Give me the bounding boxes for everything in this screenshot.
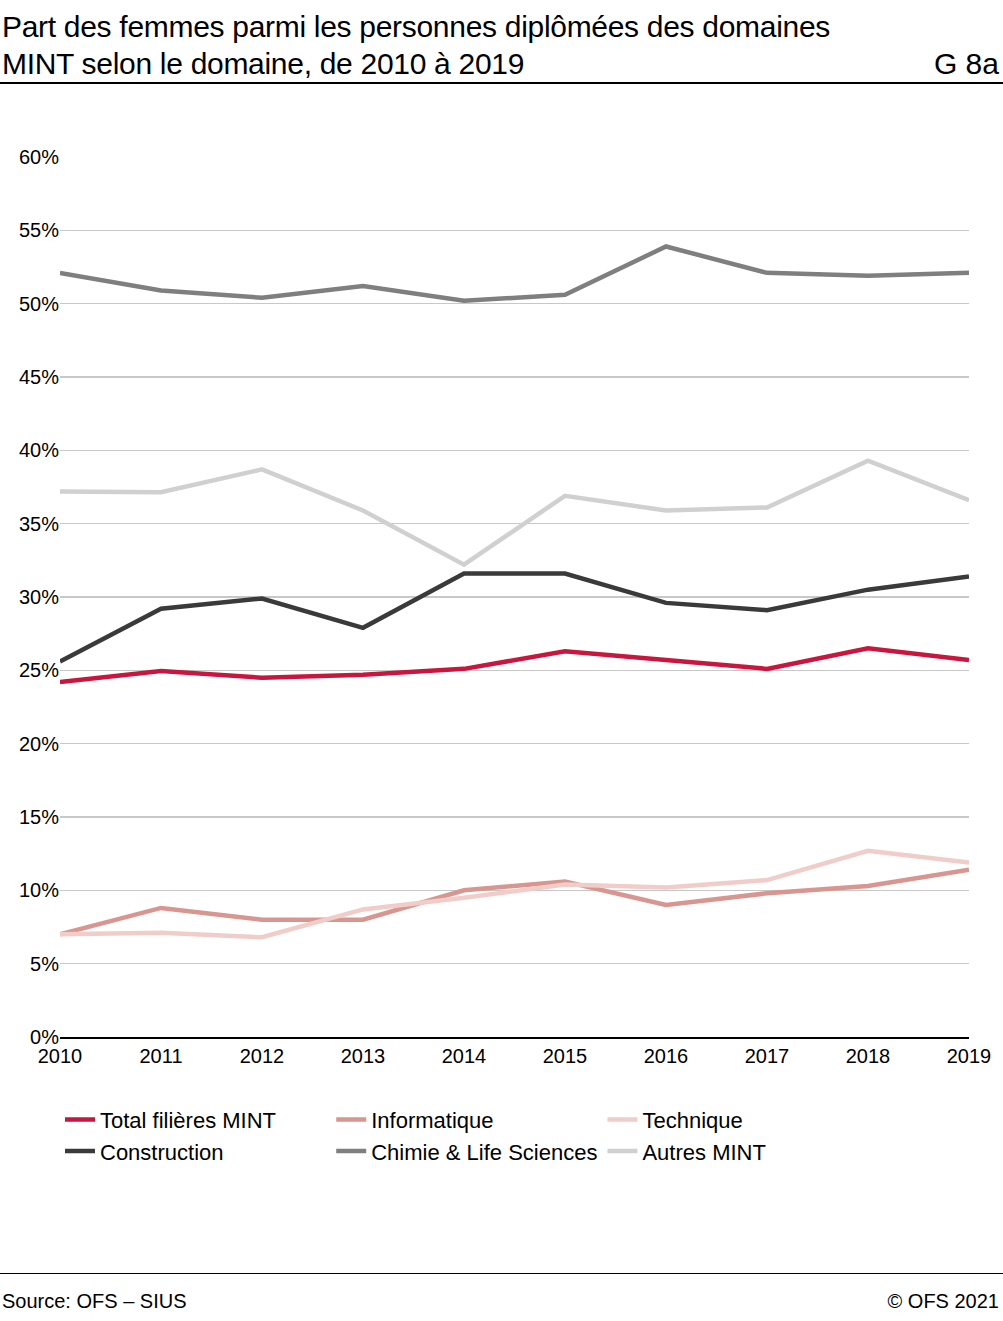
svg-text:2018: 2018 bbox=[846, 1045, 891, 1067]
svg-text:15%: 15% bbox=[19, 806, 59, 828]
svg-text:2019: 2019 bbox=[947, 1045, 992, 1067]
svg-text:10%: 10% bbox=[19, 879, 59, 901]
svg-text:5%: 5% bbox=[30, 953, 59, 975]
svg-text:2015: 2015 bbox=[543, 1045, 588, 1067]
html-text:Part des femmes parmi les pers: Part des femmes parmi les personnes dipl… bbox=[2, 10, 830, 80]
svg-text:20%: 20% bbox=[19, 733, 59, 755]
svg-text:Technique: Technique bbox=[642, 1108, 742, 1133]
svg-text:2016: 2016 bbox=[644, 1045, 689, 1067]
svg-text:Autres MINT: Autres MINT bbox=[642, 1140, 765, 1165]
svg-text:2010: 2010 bbox=[38, 1045, 83, 1067]
svg-text:2013: 2013 bbox=[341, 1045, 386, 1067]
svg-text:30%: 30% bbox=[19, 586, 59, 608]
svg-text:0%: 0% bbox=[30, 1026, 59, 1048]
svg-text:25%: 25% bbox=[19, 659, 59, 681]
html-text:G 8a: G 8a bbox=[934, 47, 999, 80]
svg-text:2017: 2017 bbox=[745, 1045, 790, 1067]
svg-text:2014: 2014 bbox=[442, 1045, 487, 1067]
html-text:Source: OFS – SIUS: Source: OFS – SIUS bbox=[2, 1290, 187, 1312]
svg-text:35%: 35% bbox=[19, 513, 59, 535]
svg-text:60%: 60% bbox=[19, 146, 59, 168]
svg-text:2012: 2012 bbox=[240, 1045, 285, 1067]
svg-text:Informatique: Informatique bbox=[371, 1108, 493, 1133]
svg-text:40%: 40% bbox=[19, 439, 59, 461]
svg-text:Total filières MINT: Total filières MINT bbox=[100, 1108, 276, 1133]
svg-text:45%: 45% bbox=[19, 366, 59, 388]
svg-text:Chimie & Life Sciences: Chimie & Life Sciences bbox=[371, 1140, 597, 1165]
html-text:© OFS 2021: © OFS 2021 bbox=[887, 1290, 999, 1312]
svg-text:55%: 55% bbox=[19, 219, 59, 241]
svg-text:50%: 50% bbox=[19, 293, 59, 315]
svg-text:Construction: Construction bbox=[100, 1140, 224, 1165]
svg-text:2011: 2011 bbox=[139, 1045, 182, 1067]
